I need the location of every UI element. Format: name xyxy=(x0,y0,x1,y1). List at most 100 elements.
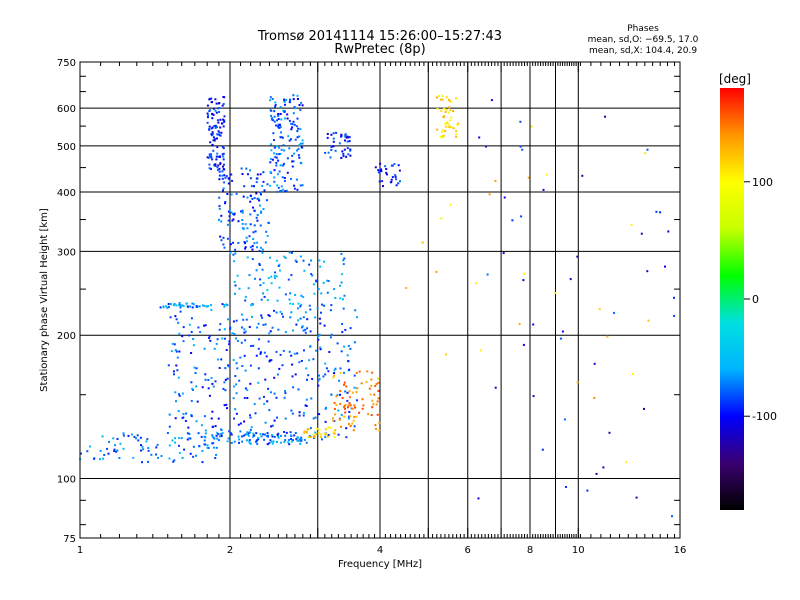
data-point xyxy=(251,248,254,251)
data-point xyxy=(330,304,333,307)
data-point xyxy=(333,369,336,372)
data-point xyxy=(252,238,255,240)
data-point xyxy=(147,460,150,463)
data-point xyxy=(378,421,381,424)
data-point xyxy=(332,420,335,422)
data-point xyxy=(273,435,276,438)
data-point xyxy=(598,308,601,311)
data-point xyxy=(273,176,276,179)
data-point xyxy=(244,339,247,342)
data-point xyxy=(280,189,283,192)
data-point xyxy=(168,444,171,447)
data-point xyxy=(229,251,232,254)
data-point xyxy=(345,385,348,388)
data-point xyxy=(219,118,222,121)
data-point xyxy=(333,402,336,404)
data-point xyxy=(299,317,302,320)
data-point xyxy=(268,409,271,412)
data-point xyxy=(223,404,226,407)
data-point xyxy=(132,456,135,459)
data-point xyxy=(294,107,297,110)
data-point xyxy=(168,413,171,416)
data-point xyxy=(225,349,228,351)
data-point xyxy=(262,292,265,295)
data-point xyxy=(278,146,281,149)
data-point xyxy=(279,123,281,126)
data-point xyxy=(179,310,182,313)
data-point xyxy=(233,385,236,388)
data-point xyxy=(300,436,303,439)
data-point xyxy=(340,425,342,428)
data-point xyxy=(267,387,270,390)
data-point xyxy=(303,349,305,352)
data-point xyxy=(207,156,210,159)
data-point xyxy=(445,96,448,99)
data-point xyxy=(280,441,282,444)
data-point xyxy=(394,174,397,177)
data-point xyxy=(206,444,209,447)
data-point xyxy=(219,134,222,137)
data-point xyxy=(437,95,440,98)
data-point xyxy=(203,435,206,438)
data-point xyxy=(319,435,322,438)
data-point xyxy=(257,367,260,370)
data-point xyxy=(204,324,207,327)
data-point xyxy=(250,315,253,318)
data-point xyxy=(240,341,243,344)
data-point xyxy=(284,190,287,193)
data-point xyxy=(435,96,438,99)
data-point xyxy=(295,323,298,326)
data-point xyxy=(218,107,221,109)
data-point xyxy=(320,311,322,314)
data-point xyxy=(278,126,281,129)
data-point xyxy=(271,158,274,161)
data-point xyxy=(282,315,284,318)
data-point xyxy=(318,259,321,262)
x-tick-label: 8 xyxy=(527,545,533,556)
data-point xyxy=(218,134,221,136)
data-point xyxy=(211,112,214,115)
data-point xyxy=(262,323,265,326)
data-point xyxy=(440,110,443,112)
data-point xyxy=(190,352,193,354)
data-point xyxy=(178,451,181,454)
data-point xyxy=(236,340,239,342)
data-point xyxy=(210,153,212,156)
data-point xyxy=(376,400,379,403)
data-point xyxy=(312,417,315,420)
data-point xyxy=(315,349,318,352)
data-point xyxy=(276,433,279,436)
data-point xyxy=(275,259,278,262)
data-point xyxy=(319,265,322,268)
data-point xyxy=(251,258,254,261)
data-point xyxy=(229,243,232,246)
data-point xyxy=(276,190,279,193)
data-point xyxy=(262,208,265,210)
data-point xyxy=(339,402,342,405)
data-point xyxy=(189,452,192,455)
data-point xyxy=(310,259,312,262)
data-point xyxy=(335,404,338,406)
data-point xyxy=(267,277,270,279)
data-point xyxy=(187,426,190,429)
data-point xyxy=(228,215,231,218)
data-point xyxy=(209,154,212,157)
data-point xyxy=(335,395,338,398)
data-point xyxy=(367,413,370,415)
data-point xyxy=(264,241,267,244)
data-point xyxy=(192,455,195,458)
data-point xyxy=(234,408,237,411)
data-point xyxy=(291,439,294,442)
data-point xyxy=(256,442,259,445)
data-point xyxy=(178,350,181,353)
stats-line-o: mean, sd,O: −69.5, 17.0 xyxy=(588,35,699,45)
data-point xyxy=(346,147,349,150)
data-point xyxy=(374,166,377,169)
data-point xyxy=(273,274,276,277)
data-point xyxy=(249,169,252,172)
data-point xyxy=(225,403,228,406)
data-point xyxy=(195,305,198,307)
data-point xyxy=(559,337,562,340)
data-point xyxy=(522,343,525,346)
data-point xyxy=(256,241,259,244)
